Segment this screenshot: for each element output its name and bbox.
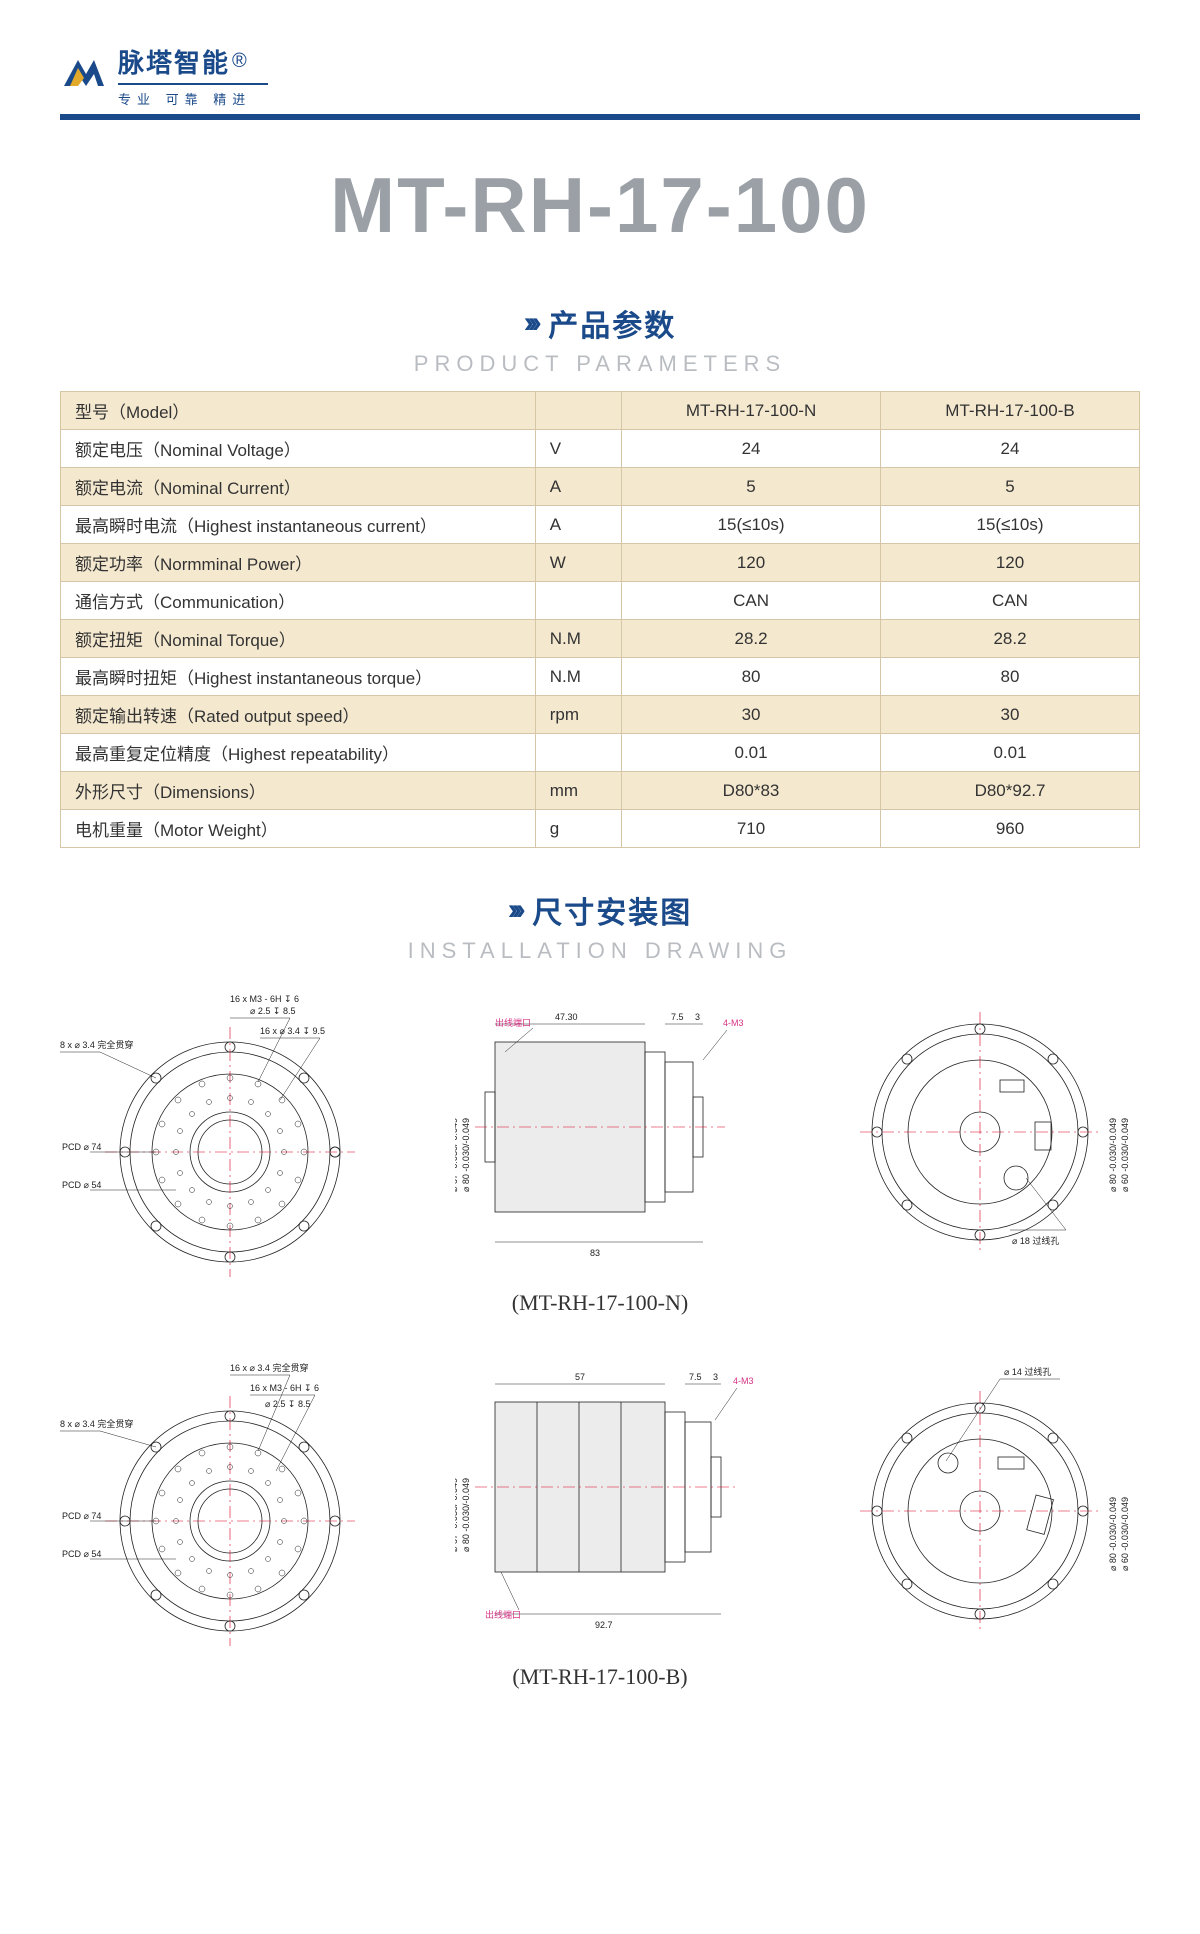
table-row: 最高重复定位精度（Highest repeatability）0.010.01: [61, 734, 1140, 772]
svg-text:⌀ 2.5 ↧ 8.5: ⌀ 2.5 ↧ 8.5: [265, 1399, 310, 1409]
table-row: 额定扭矩（Nominal Torque）N.M28.228.2: [61, 620, 1140, 658]
svg-text:16 x ⌀ 3.4 ↧ 9.5: 16 x ⌀ 3.4 ↧ 9.5: [260, 1026, 325, 1036]
svg-text:⌀ 2.5 ↧ 8.5: ⌀ 2.5 ↧ 8.5: [250, 1006, 295, 1016]
drawings-area: 8 x ⌀ 3.4 完全贯穿 16 x M3 - 6H ↧ 6 ⌀ 2.5 ↧ …: [60, 982, 1140, 1690]
svg-text:PCD ⌀ 74: PCD ⌀ 74: [62, 1142, 101, 1152]
header: 脉塔智能® 专业 可靠 精进: [60, 50, 1140, 108]
svg-text:4-M3: 4-M3: [733, 1376, 754, 1386]
datasheet-page: 脉塔智能® 专业 可靠 精进 MT-RH-17-100 ››› 产品参数 PRO…: [0, 0, 1200, 1760]
drawing-b-side: 57 7.5 3 92.7 ⌀ 80 -0.030/-0.049 ⌀ 67 -0…: [455, 1346, 775, 1656]
drawing-n-rear: ⌀ 18 过线孔 ⌀ 80 -0.030/-0.049 ⌀ 60 -0.030/…: [840, 982, 1140, 1282]
chevrons-icon: ›››: [508, 893, 520, 926]
svg-text:⌀ 18 过线孔: ⌀ 18 过线孔: [1012, 1235, 1059, 1246]
drawing-caption-b: (MT-RH-17-100-B): [60, 1664, 1140, 1690]
svg-text:⌀ 60 -0.030/-0.049: ⌀ 60 -0.030/-0.049: [1120, 1497, 1130, 1571]
drawing-set-n: 8 x ⌀ 3.4 完全贯穿 16 x M3 - 6H ↧ 6 ⌀ 2.5 ↧ …: [60, 982, 1140, 1282]
svg-text:7.5: 7.5: [671, 1012, 684, 1022]
section-title-zh: 产品参数: [548, 310, 676, 343]
svg-text:⌀ 80 -0.030/-0.049: ⌀ 80 -0.030/-0.049: [461, 1118, 471, 1192]
section-title-zh: 尺寸安装图: [532, 897, 692, 930]
drawing-set-b: 8 x ⌀ 3.4 完全贯穿 16 x ⌀ 3.4 完全贯穿 16 x M3 -…: [60, 1346, 1140, 1656]
brand-name: 脉塔智能: [118, 48, 230, 78]
chevrons-icon: ›››: [524, 306, 536, 339]
brand-divider: [118, 83, 268, 85]
svg-text:⌀ 67 -0.030/-0.049: ⌀ 67 -0.030/-0.049: [455, 1118, 459, 1192]
cell-model-b: MT-RH-17-100-B: [881, 392, 1140, 430]
brand-logo-icon: [60, 50, 108, 94]
svg-text:PCD ⌀ 54: PCD ⌀ 54: [62, 1549, 101, 1559]
svg-text:⌀ 80 -0.030/-0.049: ⌀ 80 -0.030/-0.049: [461, 1478, 471, 1552]
brand-tagline: 专业 可靠 精进: [118, 89, 268, 108]
svg-text:出线端口: 出线端口: [485, 1609, 521, 1620]
table-row: 最高瞬时扭矩（Highest instantaneous torque）N.M8…: [61, 658, 1140, 696]
cell-model-n: MT-RH-17-100-N: [622, 392, 881, 430]
table-row: 额定功率（Normminal Power）W120120: [61, 544, 1140, 582]
svg-text:16 x ⌀ 3.4 完全贯穿: 16 x ⌀ 3.4 完全贯穿: [230, 1362, 308, 1373]
table-row: 额定电压（Nominal Voltage）V2424: [61, 430, 1140, 468]
svg-text:16 x M3 - 6H ↧ 6: 16 x M3 - 6H ↧ 6: [230, 994, 299, 1004]
cell-model-label: 型号（Model）: [61, 392, 536, 430]
svg-text:⌀ 67 -0.030/-0.049: ⌀ 67 -0.030/-0.049: [455, 1478, 459, 1552]
cell-empty: [535, 392, 621, 430]
svg-text:PCD ⌀ 74: PCD ⌀ 74: [62, 1511, 101, 1521]
svg-text:⌀ 80 -0.030/-0.049: ⌀ 80 -0.030/-0.049: [1108, 1497, 1118, 1571]
table-row: 型号（Model） MT-RH-17-100-N MT-RH-17-100-B: [61, 392, 1140, 430]
param-table: 型号（Model） MT-RH-17-100-N MT-RH-17-100-B …: [60, 391, 1140, 848]
svg-text:47.30: 47.30: [555, 1012, 578, 1022]
section-title-en: PRODUCT PARAMETERS: [60, 351, 1140, 377]
svg-text:⌀ 80 -0.030/-0.049: ⌀ 80 -0.030/-0.049: [1108, 1118, 1118, 1192]
svg-text:92.7: 92.7: [595, 1620, 613, 1630]
trademark-symbol: ®: [232, 50, 247, 72]
svg-text:4-M3: 4-M3: [723, 1018, 744, 1028]
svg-text:8 x ⌀ 3.4 完全贯穿: 8 x ⌀ 3.4 完全贯穿: [60, 1418, 133, 1429]
section-heading-drawing: ››› 尺寸安装图 INSTALLATION DRAWING: [60, 888, 1140, 964]
table-row: 电机重量（Motor Weight）g710960: [61, 810, 1140, 848]
header-rule: [60, 114, 1140, 120]
table-row: 最高瞬时电流（Highest instantaneous current）A15…: [61, 506, 1140, 544]
svg-text:出线端口: 出线端口: [495, 1017, 531, 1028]
svg-text:83: 83: [590, 1248, 600, 1258]
table-row: 额定电流（Nominal Current）A55: [61, 468, 1140, 506]
table-row: 额定输出转速（Rated output speed）rpm3030: [61, 696, 1140, 734]
drawing-n-front: 8 x ⌀ 3.4 完全贯穿 16 x M3 - 6H ↧ 6 ⌀ 2.5 ↧ …: [60, 982, 390, 1282]
section-heading-params: ››› 产品参数 PRODUCT PARAMETERS: [60, 301, 1140, 377]
table-row: 通信方式（Communication）CANCAN: [61, 582, 1140, 620]
svg-text:3: 3: [713, 1372, 718, 1382]
svg-text:16 x M3 - 6H ↧ 6: 16 x M3 - 6H ↧ 6: [250, 1383, 319, 1393]
product-title: MT-RH-17-100: [60, 160, 1140, 251]
drawing-b-rear: ⌀ 14 过线孔 ⌀ 80 -0.030/-0.049 ⌀ 60 -0.030/…: [840, 1351, 1140, 1651]
table-row: 外形尺寸（Dimensions）mmD80*83D80*92.7: [61, 772, 1140, 810]
svg-text:7.5: 7.5: [689, 1372, 702, 1382]
drawing-caption-n: (MT-RH-17-100-N): [60, 1290, 1140, 1316]
svg-text:⌀ 60 -0.030/-0.049: ⌀ 60 -0.030/-0.049: [1120, 1118, 1130, 1192]
drawing-n-side: 47.30 7.5 3 83 ⌀ 80 -0.030/-0.049 ⌀ 67 -…: [455, 982, 775, 1282]
section-title-en: INSTALLATION DRAWING: [60, 938, 1140, 964]
brand-block: 脉塔智能® 专业 可靠 精进: [118, 50, 268, 108]
svg-text:8 x ⌀ 3.4 完全贯穿: 8 x ⌀ 3.4 完全贯穿: [60, 1039, 133, 1050]
svg-text:PCD ⌀ 54: PCD ⌀ 54: [62, 1180, 101, 1190]
svg-text:⌀ 14 过线孔: ⌀ 14 过线孔: [1004, 1366, 1051, 1377]
svg-text:3: 3: [695, 1012, 700, 1022]
drawing-b-front: 8 x ⌀ 3.4 完全贯穿 16 x ⌀ 3.4 完全贯穿 16 x M3 -…: [60, 1351, 390, 1651]
svg-text:57: 57: [575, 1372, 585, 1382]
